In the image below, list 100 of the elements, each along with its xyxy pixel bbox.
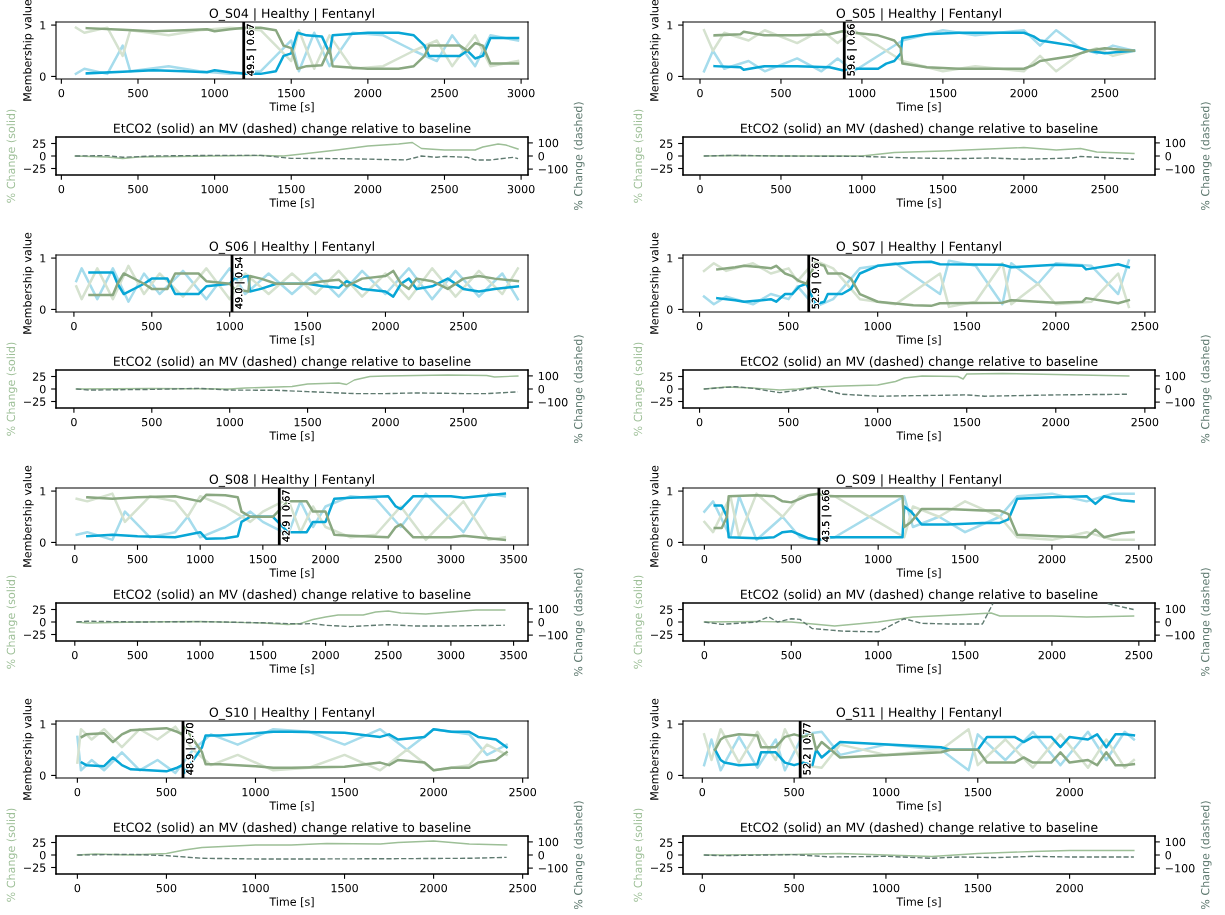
annotation: 42.9 | 0.67: [282, 490, 292, 542]
x-tick-label: 2500: [509, 787, 537, 797]
x-axis-title: Time [s]: [896, 664, 941, 675]
x-tick-label: 2000: [1042, 321, 1070, 331]
x-tick-label: 1500: [952, 650, 979, 660]
line-series: [75, 609, 506, 626]
y-tick-label: 25: [32, 139, 46, 148]
y2-tick-label: 100: [1165, 604, 1186, 614]
x-tick-label: 2000: [372, 417, 399, 427]
x-axis-title: Time [s]: [896, 198, 941, 209]
x-tick-label: 1000: [216, 417, 244, 427]
x-tick-label: 1500: [953, 321, 981, 331]
x-tick-label: 1000: [242, 883, 269, 893]
x-tick-label: 2000: [1056, 883, 1083, 893]
x-axis-title: Time [s]: [269, 198, 314, 209]
x-tick-label: 2000: [372, 321, 399, 331]
y-tick-label: 1: [667, 254, 673, 263]
x-tick-label: 2500: [450, 417, 477, 427]
x-tick-label: 2000: [420, 787, 447, 797]
x-axis-title: Time [s]: [269, 897, 314, 908]
y-axis-title: % Change (solid): [633, 342, 645, 436]
y-tick-label: 1: [40, 21, 46, 30]
y-tick-label: 0: [39, 617, 46, 627]
x-tick-label: 2000: [1056, 787, 1083, 797]
x-tick-label: 3000: [437, 554, 465, 564]
x-tick-label: 1000: [865, 650, 892, 660]
x-axis-title: Time [s]: [896, 335, 941, 346]
x-tick-label: 1000: [864, 321, 892, 331]
y-axis-title: % Change (solid): [6, 575, 18, 669]
y-axis-title: Membership value: [22, 0, 34, 101]
chart-title: O_S10 | Healthy | Fentanyl: [209, 707, 374, 720]
y2-tick-label: 100: [538, 837, 559, 847]
x-tick-label: 1500: [929, 184, 957, 194]
x-axis-title: Time [s]: [269, 568, 314, 579]
y2-tick-label: 0: [538, 850, 545, 860]
chart-title: EtCO2 (solid) an MV (dashed) change relative to baseline: [741, 589, 1098, 602]
chart-title: O_S05 | Healthy | Fentanyl: [836, 8, 1001, 21]
x-axis-title: Time [s]: [269, 664, 314, 675]
y2-tick-label: −100: [1165, 165, 1195, 174]
y2-tick-label: −100: [538, 631, 568, 640]
x-tick-label: 500: [142, 417, 162, 427]
y-tick-label: 0: [39, 305, 46, 314]
x-tick-label: 2000: [312, 650, 339, 660]
x-tick-label: 0: [697, 184, 703, 194]
y-tick-label: −25: [24, 164, 46, 173]
y-tick-label: 0: [666, 384, 673, 394]
x-tick-label: 500: [781, 554, 802, 564]
x-tick-label: 2000: [1038, 650, 1066, 660]
y2-axis-title: % Change (dashed): [1200, 801, 1212, 910]
x-tick-label: 1000: [849, 184, 876, 194]
x-tick-label: 500: [127, 650, 148, 660]
y2-tick-label: −100: [1165, 864, 1195, 873]
y2-axis-title: % Change (dashed): [1200, 102, 1212, 211]
y-axis-title: Membership value: [649, 0, 661, 101]
x-tick-label: 0: [699, 883, 706, 893]
y2-tick-label: 100: [538, 371, 559, 381]
x-tick-label: 2000: [354, 184, 382, 194]
y-tick-label: 25: [32, 605, 46, 614]
x-tick-label: 2500: [1131, 417, 1159, 427]
x-tick-label: 500: [771, 88, 791, 98]
y2-axis-title: % Change (dashed): [573, 568, 585, 677]
y-axis-title: % Change (solid): [633, 109, 645, 203]
chart-title: EtCO2 (solid) an MV (dashed) change relative to baseline: [114, 356, 471, 369]
x-tick-label: 1500: [249, 650, 277, 660]
x-tick-label: 1000: [216, 321, 244, 331]
x-tick-label: 1000: [201, 88, 229, 98]
line-series: [703, 146, 1135, 157]
x-tick-label: 1000: [849, 88, 876, 98]
x-tick-label: 2500: [1131, 321, 1159, 331]
x-tick-label: 0: [697, 88, 703, 98]
x-tick-label: 2500: [1125, 554, 1153, 564]
y-tick-label: 1: [40, 254, 46, 263]
line-series: [703, 385, 1130, 397]
y-axis-title: Membership value: [22, 232, 34, 334]
y-axis-title: Membership value: [649, 232, 661, 334]
y-tick-label: −25: [651, 630, 673, 639]
chart-title: O_S11 | Healthy | Fentanyl: [836, 707, 1001, 720]
x-tick-label: 3000: [507, 184, 535, 194]
y2-tick-label: −100: [1165, 631, 1195, 640]
x-tick-label: 0: [71, 417, 77, 427]
y-tick-label: 0: [39, 538, 46, 547]
x-tick-label: 3500: [500, 554, 527, 564]
y-tick-label: 0: [666, 151, 673, 161]
x-tick-label: 0: [701, 650, 708, 660]
x-tick-label: 0: [58, 184, 65, 194]
x-tick-label: 1000: [865, 554, 892, 564]
x-tick-label: 500: [784, 787, 804, 797]
y2-axis-title: % Change (dashed): [1200, 335, 1212, 444]
x-tick-label: 500: [142, 321, 162, 331]
x-tick-label: 3000: [507, 88, 535, 98]
x-axis-title: Time [s]: [896, 431, 941, 442]
y-tick-label: 1: [40, 720, 46, 729]
y-tick-label: −25: [651, 863, 673, 872]
chart-title: O_S08 | Healthy | Fentanyl: [209, 474, 374, 487]
x-tick-label: 2000: [420, 883, 447, 893]
y-tick-label: 25: [32, 838, 46, 847]
x-tick-label: 3500: [500, 650, 527, 660]
chart-title: EtCO2 (solid) an MV (dashed) change relative to baseline: [741, 356, 1098, 369]
y2-tick-label: 100: [538, 604, 559, 614]
y2-tick-label: 100: [1165, 837, 1186, 847]
